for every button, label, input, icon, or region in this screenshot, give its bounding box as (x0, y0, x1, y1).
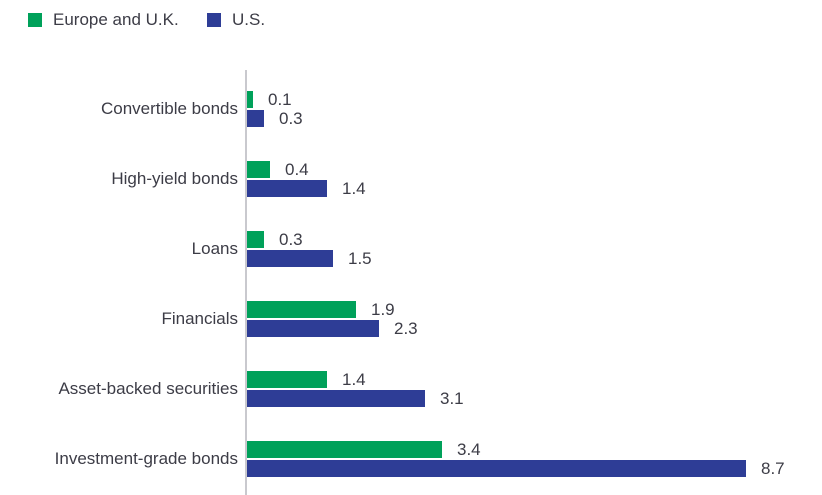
value-label: 8.7 (761, 459, 785, 478)
bar-us (247, 390, 425, 407)
bar-us (247, 250, 333, 267)
bar-us (247, 110, 264, 127)
value-label: 0.3 (279, 109, 303, 128)
bar-europe-uk (247, 231, 264, 248)
bar-europe-uk (247, 161, 270, 178)
value-label: 0.3 (279, 230, 303, 249)
legend-swatch-us (207, 13, 221, 27)
value-label: 0.4 (285, 160, 309, 179)
legend-item-europe-uk: Europe and U.K. (28, 10, 179, 30)
bar-europe-uk (247, 441, 442, 458)
y-axis-line (245, 70, 247, 495)
bar-us (247, 460, 746, 477)
value-label: 3.4 (457, 440, 481, 459)
legend-label-europe-uk: Europe and U.K. (53, 10, 179, 29)
value-label: 1.9 (371, 300, 395, 319)
bar-europe-uk (247, 301, 356, 318)
category-label: Asset-backed securities (58, 379, 238, 398)
bar-europe-uk (247, 91, 253, 108)
value-label: 0.1 (268, 90, 292, 109)
category-label: Financials (161, 309, 238, 328)
category-label: Loans (191, 239, 238, 258)
legend-swatch-europe-uk (28, 13, 42, 27)
category-label: Investment-grade bonds (54, 449, 238, 468)
bar-europe-uk (247, 371, 327, 388)
value-label: 1.4 (342, 179, 366, 198)
value-label: 1.4 (342, 370, 366, 389)
value-label: 1.5 (348, 249, 372, 268)
value-label: 2.3 (394, 319, 418, 338)
bar-us (247, 180, 327, 197)
bar-us (247, 320, 379, 337)
legend-item-us: U.S. (207, 10, 265, 30)
legend-label-us: U.S. (232, 10, 266, 29)
category-label: Convertible bonds (100, 99, 238, 118)
value-label: 3.1 (440, 389, 464, 408)
category-label: High-yield bonds (111, 169, 238, 188)
